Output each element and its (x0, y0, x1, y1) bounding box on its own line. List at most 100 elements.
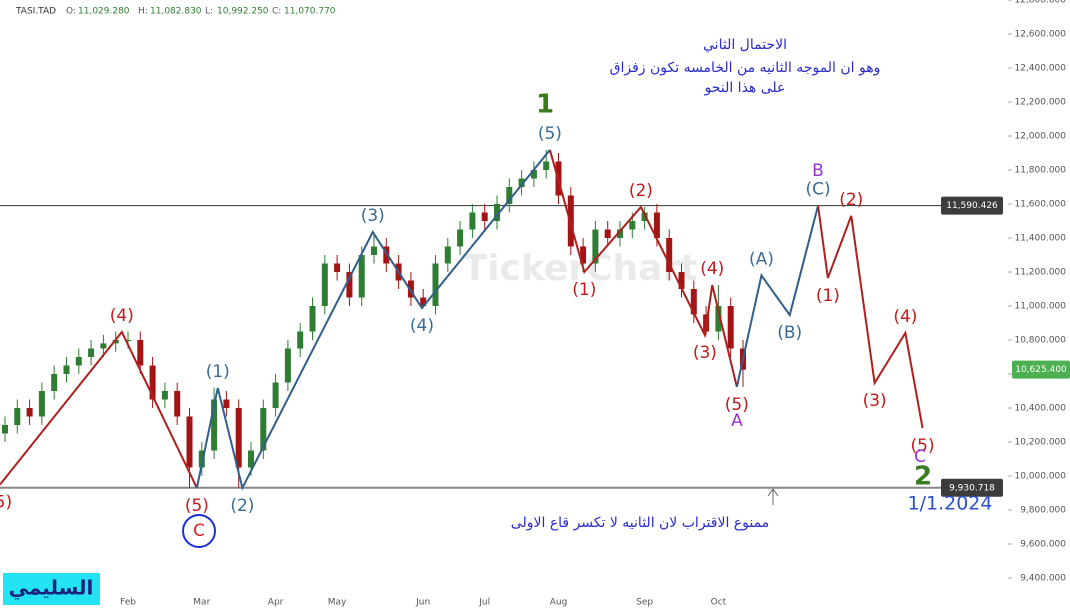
candle-body (297, 331, 304, 349)
y-tick-label: 9,600.000 (1020, 540, 1066, 550)
x-tick-label: Sep (636, 598, 653, 608)
badge-bg (3, 573, 100, 605)
candle-body (666, 238, 673, 272)
candle-body (125, 340, 131, 341)
candle-body (604, 229, 611, 238)
candle-body (383, 246, 390, 264)
candle-body (38, 391, 45, 417)
annotation: 1 (536, 90, 554, 120)
candle-body (543, 161, 550, 170)
ohlc-value: 11,070.770 (284, 7, 336, 17)
candle-body (690, 289, 697, 315)
annotation: B (812, 161, 824, 181)
price-box (941, 478, 1003, 497)
last-price-label: 10,625.400 (1015, 365, 1067, 375)
candle-body (161, 391, 168, 400)
wave-line (0, 330, 198, 489)
candle-body (407, 280, 414, 298)
annotation: 2 (914, 462, 932, 492)
candle-body (506, 187, 513, 204)
candle-body (100, 343, 107, 349)
candle-body (2, 425, 8, 434)
wave-line (195, 149, 551, 491)
x-tick-label: Feb (120, 598, 136, 608)
wave-label: (1) (206, 362, 230, 382)
candle-body (112, 340, 119, 344)
candle-body (617, 229, 623, 238)
candle-body (334, 263, 341, 272)
candle-body (457, 229, 464, 247)
wave-line (548, 149, 738, 388)
candle-body (653, 212, 660, 238)
y-tick-label: 11,000.000 (1014, 302, 1066, 312)
candle-body (371, 246, 377, 255)
candle-body (346, 272, 353, 298)
x-tick-label: Jun (415, 598, 430, 608)
candle-body (26, 408, 33, 417)
wave-label: (3) (693, 343, 717, 363)
y-tick-label: 12,800.000 (1014, 0, 1066, 6)
wave-label: (5) (185, 496, 209, 516)
ohlc-label: L: (205, 7, 213, 17)
candle-body (235, 408, 242, 468)
candle-body (530, 170, 537, 179)
annotation: وهو ان الموجه الثانيه من الخامسه تكون زف… (610, 60, 881, 76)
candle-body (211, 399, 218, 451)
candle-body (592, 229, 599, 264)
wave-label: (3) (863, 391, 887, 411)
wave-label: (4) (700, 259, 724, 279)
price-label: 11,590.426 (946, 201, 998, 211)
y-tick-label: 11,800.000 (1014, 166, 1066, 176)
wave-label: (5) (911, 436, 935, 456)
annotation: C (193, 521, 205, 541)
wave-label: (B) (777, 323, 802, 343)
candle-body (321, 263, 328, 306)
wave-label: (2) (230, 496, 254, 516)
candle-body (358, 255, 365, 298)
annotation: ممنوع الاقتراب لان الثانيه لا تكسر قاع ا… (511, 515, 769, 531)
circle-mark (182, 514, 216, 548)
last-price-box (1012, 360, 1070, 379)
annotation: 1/1.2024 (908, 493, 993, 515)
y-tick-label: 12,000.000 (1014, 132, 1066, 142)
candle-body (494, 204, 500, 221)
ohlc-label: O: (66, 7, 76, 17)
wave-label: (C) (805, 180, 830, 200)
wave-label: (5) (538, 124, 562, 144)
candle-body (14, 408, 21, 425)
symbol: TASI.TAD (15, 7, 56, 17)
candle-body (75, 357, 82, 366)
y-tick-label: 11,200.000 (1014, 268, 1066, 278)
candle-body (51, 374, 58, 391)
x-tick-label: Apr (268, 598, 284, 608)
ohlc-label: C: (272, 7, 281, 17)
y-tick-label: 12,400.000 (1014, 64, 1066, 74)
y-tick-label: 10,200.000 (1014, 438, 1066, 448)
candle-body (248, 450, 254, 468)
x-tick-label: Mar (193, 598, 210, 608)
price-label: 9,930.718 (949, 483, 995, 493)
ohlc-value: 11,029.280 (78, 7, 130, 17)
wave-label: (5) (0, 493, 12, 513)
candle-body (629, 221, 636, 230)
y-tick-label: 11,400.000 (1014, 234, 1066, 244)
annotation: على هذا النحو (704, 80, 786, 96)
y-tick-label: 10,800.000 (1014, 336, 1066, 346)
candle-body (518, 178, 525, 187)
x-tick-label: May (328, 598, 347, 608)
wave-label: (4) (410, 316, 434, 336)
wave-label: (2) (839, 190, 863, 210)
wave-line (735, 205, 819, 388)
wave-label: (A) (749, 249, 774, 269)
candle-body (272, 382, 279, 408)
y-tick-label: 10,400.000 (1014, 404, 1066, 414)
y-tick-label: 11,600.000 (1014, 200, 1066, 210)
ohlc-value: 11,082.830 (150, 7, 202, 17)
ohlc-label: H: (138, 7, 148, 17)
candle-body (580, 246, 587, 264)
wave-label: (3) (361, 206, 385, 226)
price-box (941, 196, 1003, 215)
candle-body (309, 306, 316, 332)
x-tick-label: Aug (550, 598, 568, 608)
